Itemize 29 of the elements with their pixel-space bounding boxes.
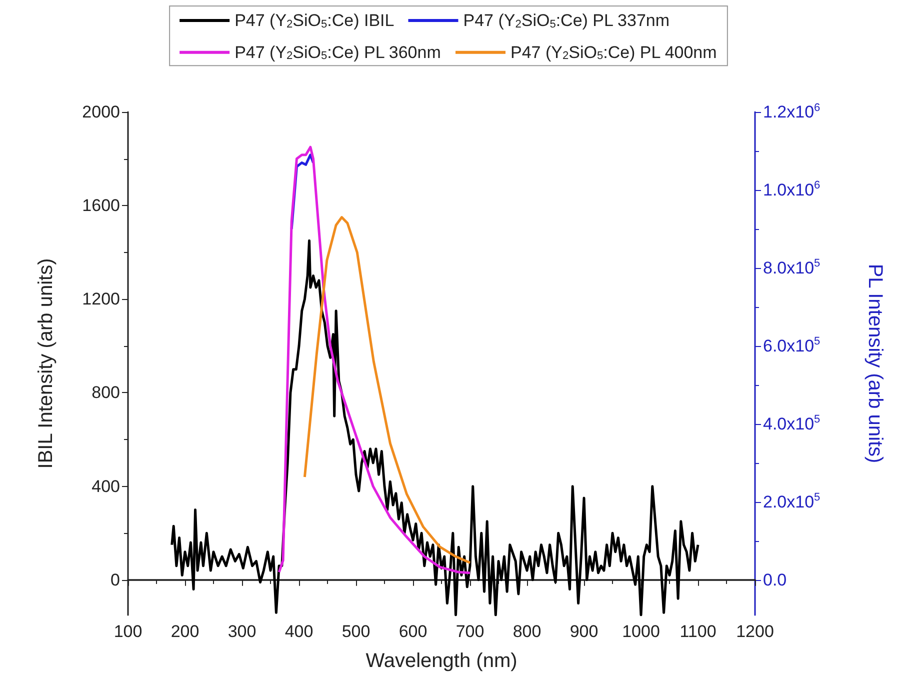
- x-tick-label: 900: [570, 622, 598, 641]
- legend-label: P47 (Y2SiO5:Ce) PL 400nm: [510, 42, 717, 62]
- y-tick-label: 800: [92, 383, 120, 402]
- x-tick-label: 1000: [622, 622, 660, 641]
- y-tick-label: 1200: [82, 290, 120, 309]
- x-tick-label: 200: [170, 622, 200, 641]
- x-tick-label: 300: [228, 622, 256, 641]
- y-tick-label: 1600: [82, 196, 120, 216]
- x-tick-label: 800: [512, 622, 542, 641]
- x-tick-label: 400: [284, 622, 314, 641]
- y-tick-label: 0: [110, 570, 120, 590]
- y-axis-title: IBIL Intensity (arb units): [35, 258, 57, 469]
- line-series: [278, 146, 472, 574]
- x-tick-label: 1200: [736, 622, 774, 641]
- y2-axis-title: PL Intensity (arb units): [864, 264, 886, 464]
- y-tick-label: 400: [92, 476, 120, 496]
- legend-label: P47 (Y2SiO5:Ce) PL 337nm: [463, 11, 670, 30]
- line-series: [170, 239, 700, 616]
- legend-label: P47 (Y2SiO5:Ce) IBIL: [234, 11, 394, 30]
- x-tick-label: 500: [342, 622, 370, 641]
- legend-label: P47 (Y2SiO5:Ce) PL 360nm: [234, 42, 441, 62]
- line-series: [303, 216, 472, 564]
- y-tick-label: 2000: [82, 102, 120, 122]
- x-tick-label: 700: [456, 622, 484, 641]
- x-axis-title: Wavelength (nm): [366, 650, 518, 672]
- y2-tick-label: 0.0: [763, 570, 787, 590]
- x-tick-label: 100: [114, 622, 142, 641]
- x-tick-label: 600: [398, 622, 428, 641]
- x-tick-label: 1100: [680, 622, 716, 641]
